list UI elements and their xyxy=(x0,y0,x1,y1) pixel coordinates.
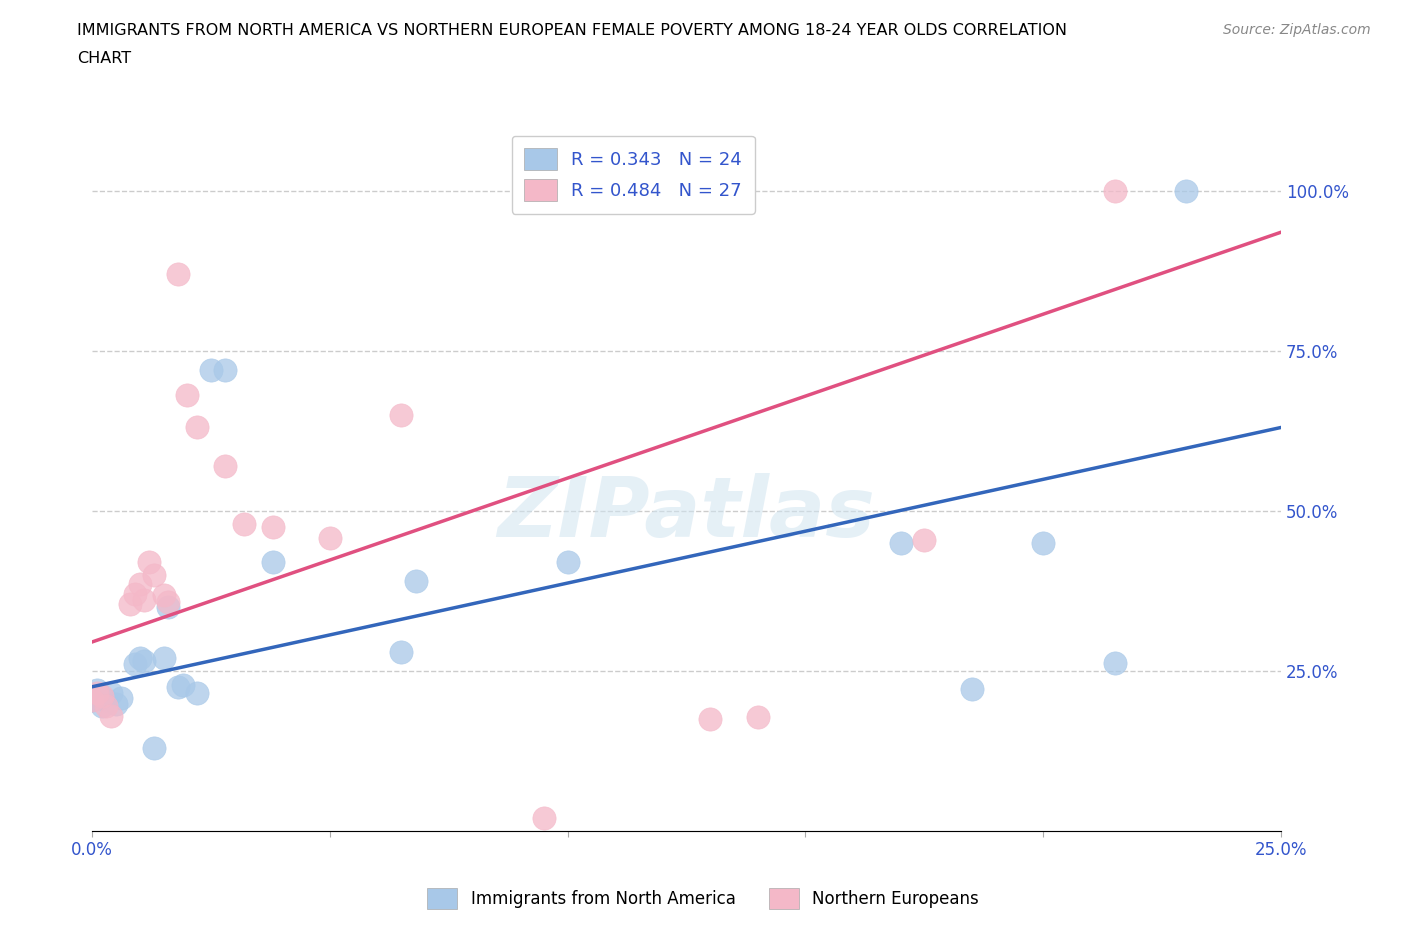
Point xyxy=(200,363,222,378)
Point xyxy=(134,654,156,669)
Point xyxy=(186,420,208,435)
Point xyxy=(152,650,174,665)
Point xyxy=(1104,656,1126,671)
Point xyxy=(157,599,180,614)
Point xyxy=(90,698,112,713)
Point xyxy=(120,596,142,611)
Point xyxy=(557,554,579,569)
Point xyxy=(319,530,342,545)
Point xyxy=(186,685,208,700)
Point xyxy=(214,363,236,378)
Point xyxy=(138,554,160,569)
Point xyxy=(143,740,166,755)
Point xyxy=(960,682,983,697)
Point xyxy=(82,692,104,707)
Point xyxy=(96,698,118,713)
Point xyxy=(533,811,555,826)
Point xyxy=(214,458,236,473)
Legend: Immigrants from North America, Northern Europeans: Immigrants from North America, Northern … xyxy=(419,880,987,917)
Point xyxy=(124,657,146,671)
Point xyxy=(143,567,166,582)
Point xyxy=(166,266,188,281)
Text: CHART: CHART xyxy=(77,51,131,66)
Point xyxy=(124,587,146,602)
Point xyxy=(176,388,198,403)
Point xyxy=(389,644,412,659)
Point xyxy=(699,711,721,726)
Point xyxy=(1104,183,1126,198)
Point xyxy=(96,692,118,707)
Point xyxy=(157,594,180,609)
Point xyxy=(104,697,127,711)
Point xyxy=(1174,183,1197,198)
Point xyxy=(166,679,188,694)
Point xyxy=(100,685,122,700)
Legend: R = 0.343   N = 24, R = 0.484   N = 27: R = 0.343 N = 24, R = 0.484 N = 27 xyxy=(512,136,755,214)
Point xyxy=(233,516,256,531)
Text: Source: ZipAtlas.com: Source: ZipAtlas.com xyxy=(1223,23,1371,37)
Text: IMMIGRANTS FROM NORTH AMERICA VS NORTHERN EUROPEAN FEMALE POVERTY AMONG 18-24 YE: IMMIGRANTS FROM NORTH AMERICA VS NORTHER… xyxy=(77,23,1067,38)
Point xyxy=(152,588,174,603)
Point xyxy=(172,677,194,692)
Point xyxy=(405,574,427,589)
Point xyxy=(128,577,150,591)
Point xyxy=(389,407,412,422)
Point xyxy=(912,532,935,547)
Point xyxy=(890,536,912,551)
Point xyxy=(82,692,104,707)
Point xyxy=(86,683,108,698)
Point xyxy=(128,650,150,665)
Point xyxy=(90,689,112,704)
Point xyxy=(747,710,769,724)
Point xyxy=(134,593,156,608)
Point xyxy=(86,685,108,700)
Text: ZIPatlas: ZIPatlas xyxy=(498,473,876,554)
Point xyxy=(262,554,284,569)
Point xyxy=(1032,536,1054,551)
Point xyxy=(110,690,132,705)
Point xyxy=(262,519,284,534)
Point xyxy=(100,708,122,723)
